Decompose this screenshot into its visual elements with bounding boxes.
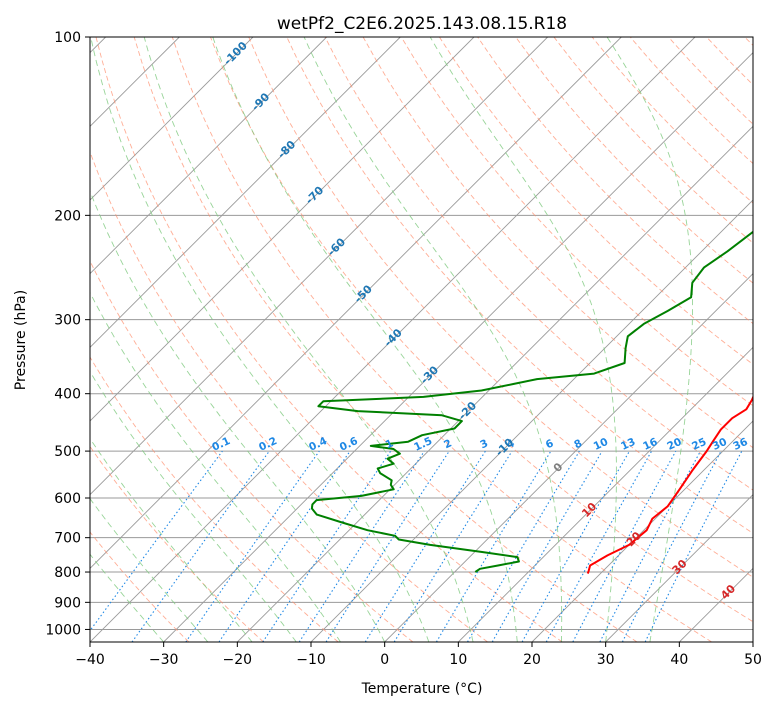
x-tick-label: 30 <box>597 652 615 668</box>
y-tick-label: 700 <box>54 531 81 547</box>
x-tick-label: −10 <box>296 652 326 668</box>
y-tick-label: 500 <box>54 444 81 460</box>
x-tick-label: −30 <box>149 652 179 668</box>
x-tick-label: −40 <box>75 652 105 668</box>
y-tick-label: 1000 <box>45 622 81 638</box>
x-axis-label: Temperature (°C) <box>361 681 483 697</box>
y-tick-label: 300 <box>54 313 81 329</box>
y-tick-label: 200 <box>54 208 81 224</box>
chart-title: wetPf2_C2E6.2025.143.08.15.R18 <box>277 14 567 34</box>
x-tick-label: 40 <box>670 652 688 668</box>
x-tick-label: 20 <box>523 652 541 668</box>
y-tick-label: 800 <box>54 565 81 581</box>
x-tick-label: 10 <box>449 652 467 668</box>
y-tick-label: 900 <box>54 595 81 611</box>
x-tick-label: 50 <box>744 652 762 668</box>
y-tick-label: 400 <box>54 387 81 403</box>
y-axis-label: Pressure (hPa) <box>13 290 29 390</box>
y-tick-label: 600 <box>54 491 81 507</box>
y-tick-label: 100 <box>54 30 81 46</box>
x-tick-label: 0 <box>380 652 389 668</box>
x-tick-label: −20 <box>223 652 253 668</box>
